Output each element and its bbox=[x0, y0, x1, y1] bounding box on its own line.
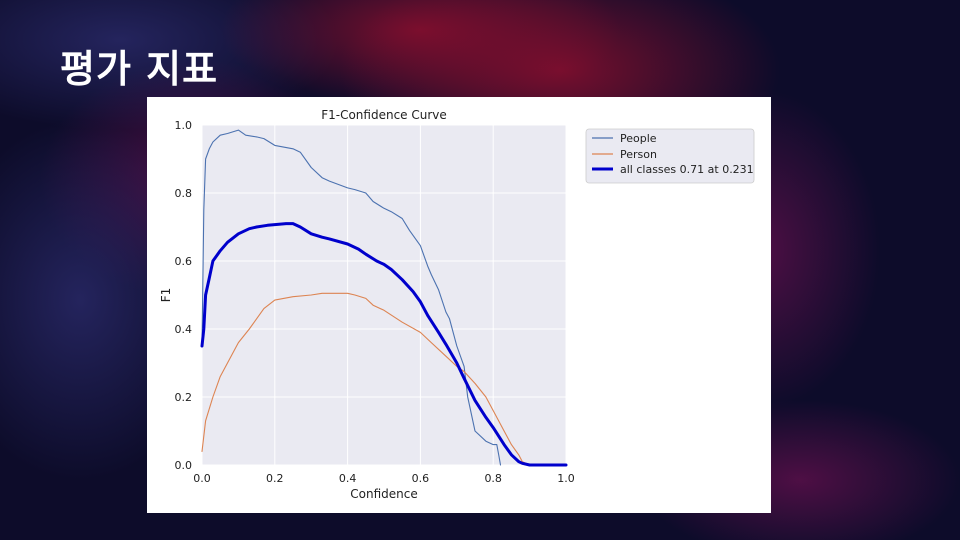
x-tick-label: 0.6 bbox=[412, 472, 430, 485]
legend-label-all-classes: all classes 0.71 at 0.231 bbox=[620, 163, 754, 176]
legend-label-people: People bbox=[620, 132, 657, 145]
x-tick-label: 0.2 bbox=[266, 472, 284, 485]
series-line-all-classes-0-71-at-0-231 bbox=[200, 222, 568, 467]
y-axis-label: F1 bbox=[159, 288, 173, 303]
legend: People Person all classes 0.71 at 0.231 bbox=[585, 128, 755, 184]
plot-area bbox=[202, 125, 566, 465]
legend-label-person: Person bbox=[620, 148, 657, 161]
x-tick-label: 1.0 bbox=[557, 472, 575, 485]
x-tick-label: 0.0 bbox=[193, 472, 211, 485]
series-line-person bbox=[201, 292, 567, 466]
y-tick-label: 0.8 bbox=[175, 187, 193, 200]
y-tick-label: 0.2 bbox=[175, 391, 193, 404]
y-tick-label: 1.0 bbox=[175, 119, 193, 132]
chart-svg: 0.0 0.2 0.4 0.6 0.8 1.0 0.0 0.2 0.4 0.6 0.8 1.0 F1… bbox=[159, 108, 755, 501]
f1-confidence-chart: 0.0 0.2 0.4 0.6 0.8 1.0 0.0 0.2 0.4 0.6 0.8 1.0 F1… bbox=[147, 97, 771, 513]
slide-title: 평가 지표 bbox=[60, 47, 219, 91]
y-axis-ticks: 0.0 0.2 0.4 0.6 0.8 1.0 bbox=[175, 119, 193, 472]
legend-box bbox=[585, 128, 755, 184]
x-axis-label: Confidence bbox=[350, 487, 417, 501]
x-axis-ticks: 0.0 0.2 0.4 0.6 0.8 1.0 bbox=[193, 472, 575, 485]
y-tick-label: 0.6 bbox=[175, 255, 193, 268]
x-tick-label: 0.8 bbox=[484, 472, 502, 485]
series-lines bbox=[200, 129, 568, 467]
y-tick-label: 0.4 bbox=[175, 323, 193, 336]
grid bbox=[201, 124, 567, 466]
chart-title: F1-Confidence Curve bbox=[321, 108, 447, 122]
x-tick-label: 0.4 bbox=[339, 472, 357, 485]
y-tick-label: 0.0 bbox=[175, 459, 193, 472]
